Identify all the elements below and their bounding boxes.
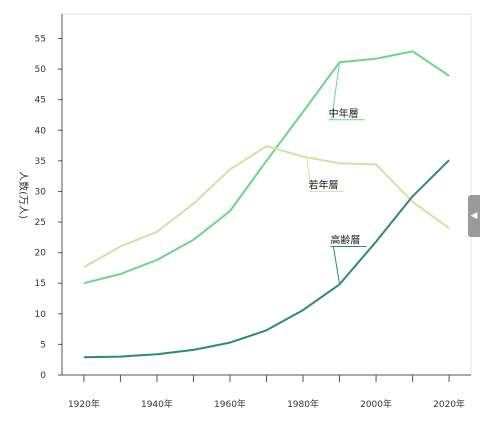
- x-tick-label: 2000年: [360, 398, 392, 410]
- series-label: 高齢層: [330, 233, 360, 246]
- collapse-tab[interactable]: ◀: [468, 195, 480, 237]
- plot-frame: [62, 14, 471, 375]
- y-axis-title: 人数(万人): [17, 171, 30, 219]
- y-axis: 0 5 10 15 20 25 30 35 40 45 50 55: [35, 14, 62, 381]
- series-line: [84, 51, 449, 283]
- label-leader: [333, 246, 339, 284]
- y-tick-label: 50: [35, 65, 47, 75]
- y-tick-label: 30: [35, 187, 47, 197]
- series-labels: 中年層若年層高齢層: [308, 107, 360, 247]
- series-label: 若年層: [308, 178, 338, 191]
- x-axis: 1920年 1940年 1960年 1980年 2000年 2020年: [62, 375, 471, 410]
- plot-border: [62, 14, 471, 375]
- y-tick-label: 45: [35, 96, 46, 106]
- y-tick-label: 5: [40, 340, 46, 350]
- y-tick-label: 15: [35, 279, 46, 289]
- series-line: [84, 160, 449, 357]
- x-tick-label: 1960年: [214, 398, 246, 410]
- y-tick-label: 40: [35, 126, 47, 136]
- y-tick-label: 55: [35, 34, 46, 44]
- chevron-left-icon: ◀: [471, 212, 478, 221]
- y-tick-label: 20: [35, 249, 47, 259]
- series-lines: [84, 51, 449, 357]
- x-tick-label: 1920年: [68, 398, 100, 410]
- series-label: 中年層: [329, 107, 359, 120]
- y-tick-label: 10: [35, 310, 47, 320]
- x-tick-label: 1980年: [287, 398, 319, 410]
- y-tick-label: 0: [40, 371, 46, 381]
- x-tick-label: 1940年: [141, 398, 173, 410]
- y-tick-label: 35: [35, 157, 46, 167]
- y-tick-label: 25: [35, 218, 46, 228]
- series-line: [84, 146, 449, 267]
- x-tick-label: 2020年: [433, 398, 465, 410]
